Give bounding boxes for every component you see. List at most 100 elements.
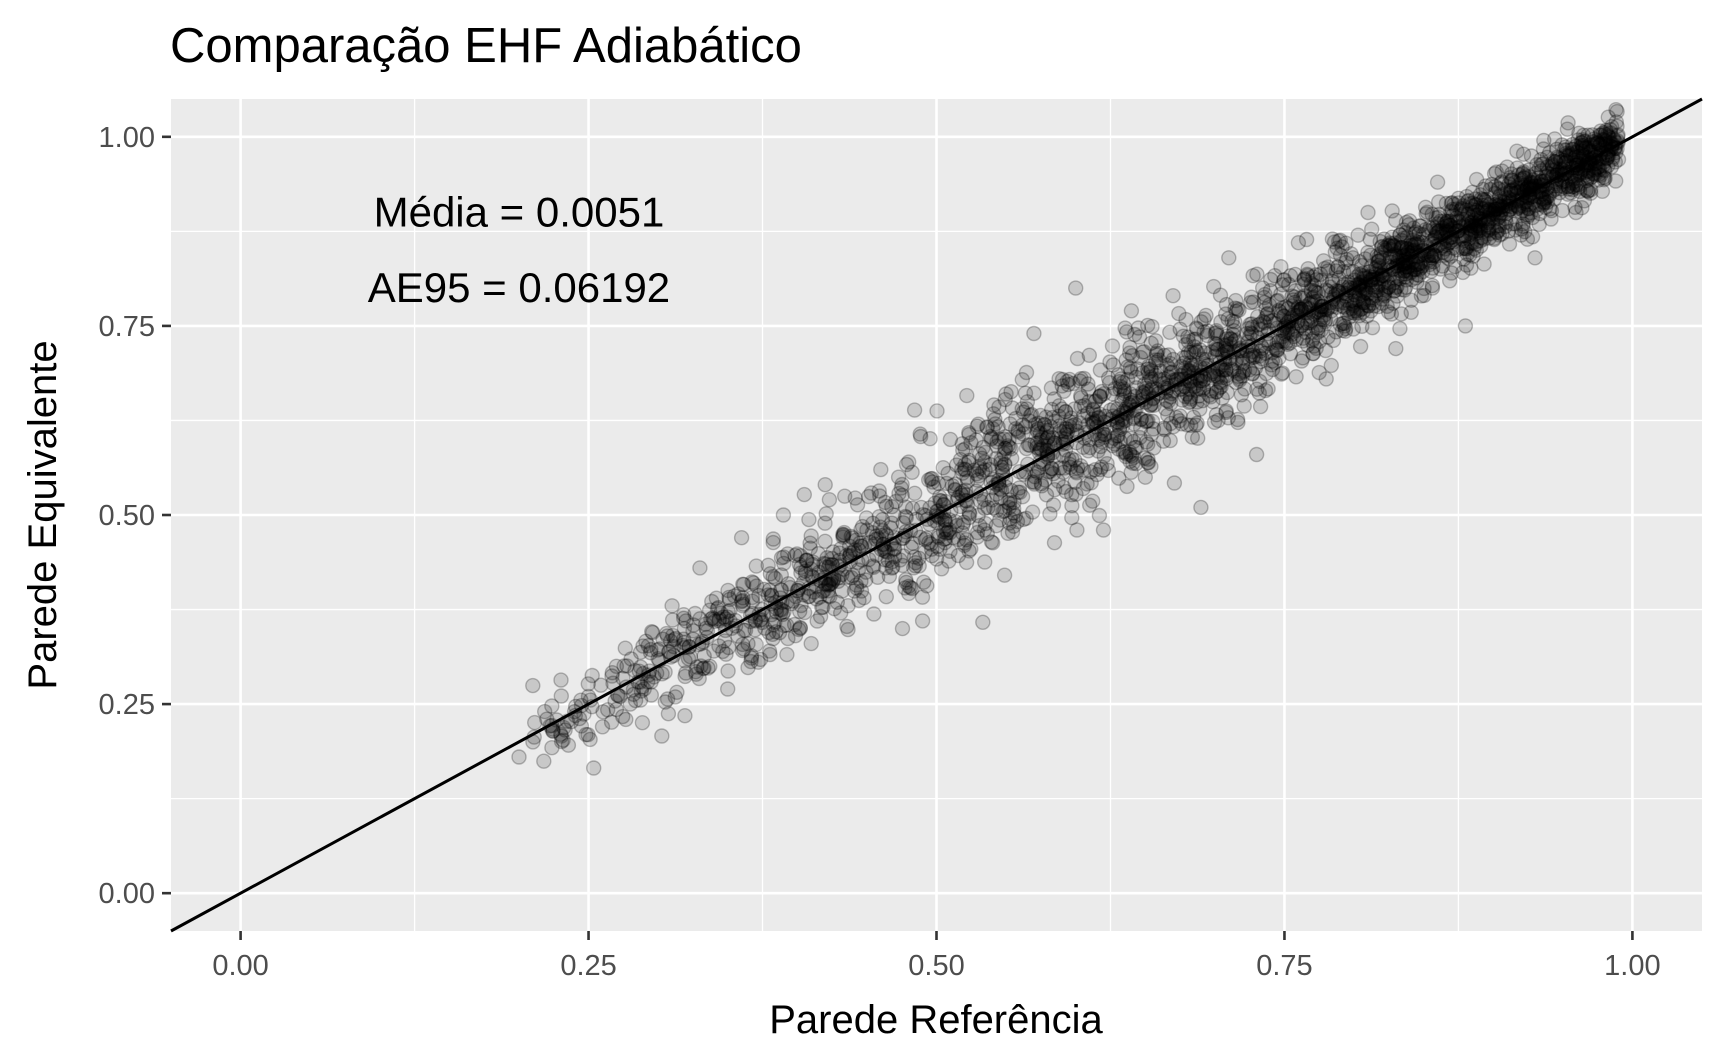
scatter-point bbox=[1327, 244, 1344, 260]
scatter-point bbox=[677, 708, 693, 724]
scatter-point bbox=[861, 488, 877, 505]
scatter-point bbox=[1253, 321, 1269, 337]
scatter-point bbox=[1151, 352, 1167, 368]
scatter-point bbox=[862, 534, 878, 550]
scatter-point bbox=[816, 555, 832, 572]
scatter-point bbox=[1081, 347, 1098, 363]
scatter-point bbox=[1117, 320, 1133, 336]
scatter-point bbox=[1280, 276, 1297, 293]
scatter-point bbox=[1529, 201, 1545, 218]
scatter-point bbox=[1604, 151, 1621, 167]
scatter-point bbox=[1218, 336, 1234, 352]
scatter-point bbox=[1590, 135, 1606, 152]
scatter-point bbox=[1080, 381, 1097, 397]
scatter-point bbox=[1122, 430, 1139, 446]
scatter-point bbox=[1460, 206, 1476, 223]
scatter-point bbox=[1231, 372, 1248, 388]
scatter-point bbox=[1384, 229, 1400, 246]
scatter-point bbox=[893, 480, 909, 496]
scatter-point bbox=[649, 642, 666, 658]
scatter-point bbox=[1529, 156, 1545, 173]
scatter-point bbox=[1448, 201, 1465, 217]
scatter-point bbox=[716, 633, 733, 649]
scatter-point bbox=[1521, 169, 1538, 185]
scatter-point bbox=[851, 592, 867, 609]
scatter-point bbox=[715, 609, 732, 625]
scatter-point bbox=[1187, 331, 1204, 347]
scatter-point bbox=[903, 539, 919, 555]
scatter-point bbox=[1505, 181, 1522, 197]
scatter-point bbox=[1376, 285, 1393, 302]
scatter-point bbox=[823, 576, 839, 592]
scatter-point bbox=[584, 667, 600, 684]
scatter-point bbox=[1104, 338, 1121, 354]
scatter-point bbox=[792, 603, 808, 620]
scatter-point bbox=[1030, 421, 1046, 437]
scatter-point bbox=[1319, 283, 1336, 299]
scatter-point bbox=[765, 534, 781, 551]
scatter-point bbox=[1343, 300, 1360, 317]
scatter-point bbox=[1352, 293, 1368, 309]
scatter-point bbox=[1326, 234, 1343, 250]
scatter-point bbox=[1081, 393, 1097, 410]
scatter-point bbox=[853, 573, 869, 589]
scatter-point bbox=[706, 643, 722, 659]
scatter-point bbox=[1209, 368, 1226, 385]
scatter-point bbox=[537, 703, 553, 720]
scatter-point bbox=[933, 493, 949, 509]
scatter-point bbox=[921, 472, 937, 488]
scatter-point bbox=[894, 487, 910, 503]
scatter-point bbox=[940, 465, 956, 482]
scatter-point bbox=[1127, 439, 1143, 456]
scatter-point bbox=[1208, 324, 1225, 341]
scatter-point bbox=[1424, 277, 1441, 294]
scatter-point bbox=[1543, 211, 1559, 227]
scatter-point bbox=[1076, 370, 1092, 387]
scatter-point bbox=[1558, 145, 1574, 162]
scatter-point bbox=[1072, 458, 1089, 474]
scatter-point bbox=[1595, 125, 1612, 141]
scatter-point bbox=[1308, 319, 1324, 336]
scatter-point bbox=[1009, 513, 1026, 530]
scatter-point bbox=[1539, 189, 1555, 205]
scatter-point bbox=[1364, 292, 1380, 308]
scatter-point bbox=[1217, 306, 1234, 322]
scatter-point bbox=[1064, 417, 1081, 434]
scatter-point bbox=[553, 688, 569, 704]
scatter-point bbox=[789, 546, 805, 562]
scatter-point bbox=[1513, 180, 1530, 196]
scatter-point bbox=[1304, 323, 1320, 340]
scatter-point bbox=[1179, 386, 1195, 402]
scatter-point bbox=[1446, 196, 1462, 213]
scatter-point bbox=[844, 530, 861, 546]
scatter-point bbox=[1582, 170, 1598, 187]
scatter-point bbox=[1539, 165, 1555, 181]
scatter-point bbox=[1130, 320, 1147, 336]
scatter-point bbox=[983, 431, 999, 447]
scatter-point bbox=[1443, 265, 1460, 281]
scatter-point bbox=[1134, 344, 1151, 360]
scatter-point bbox=[1218, 404, 1234, 421]
scatter-point bbox=[1412, 255, 1428, 271]
scatter-point bbox=[960, 454, 977, 471]
scatter-point bbox=[825, 544, 841, 560]
scatter-point bbox=[1476, 256, 1492, 272]
scatter-point bbox=[1568, 177, 1584, 193]
scatter-point bbox=[1455, 198, 1471, 214]
scatter-point bbox=[751, 587, 767, 604]
scatter-point bbox=[1092, 362, 1109, 378]
scatter-point bbox=[1293, 353, 1310, 369]
scatter-point bbox=[1201, 387, 1217, 403]
scatter-point bbox=[1274, 365, 1291, 381]
scatter-point bbox=[937, 512, 953, 529]
scatter-point bbox=[711, 611, 728, 627]
scatter-point bbox=[1271, 333, 1287, 350]
scatter-point bbox=[1242, 316, 1258, 333]
scatter-point bbox=[1332, 232, 1349, 249]
scatter-point bbox=[1234, 350, 1251, 366]
scatter-point bbox=[972, 517, 988, 534]
scatter-point bbox=[887, 540, 903, 557]
scatter-point bbox=[1193, 314, 1209, 330]
scatter-point bbox=[764, 588, 780, 604]
scatter-point bbox=[1491, 189, 1508, 205]
